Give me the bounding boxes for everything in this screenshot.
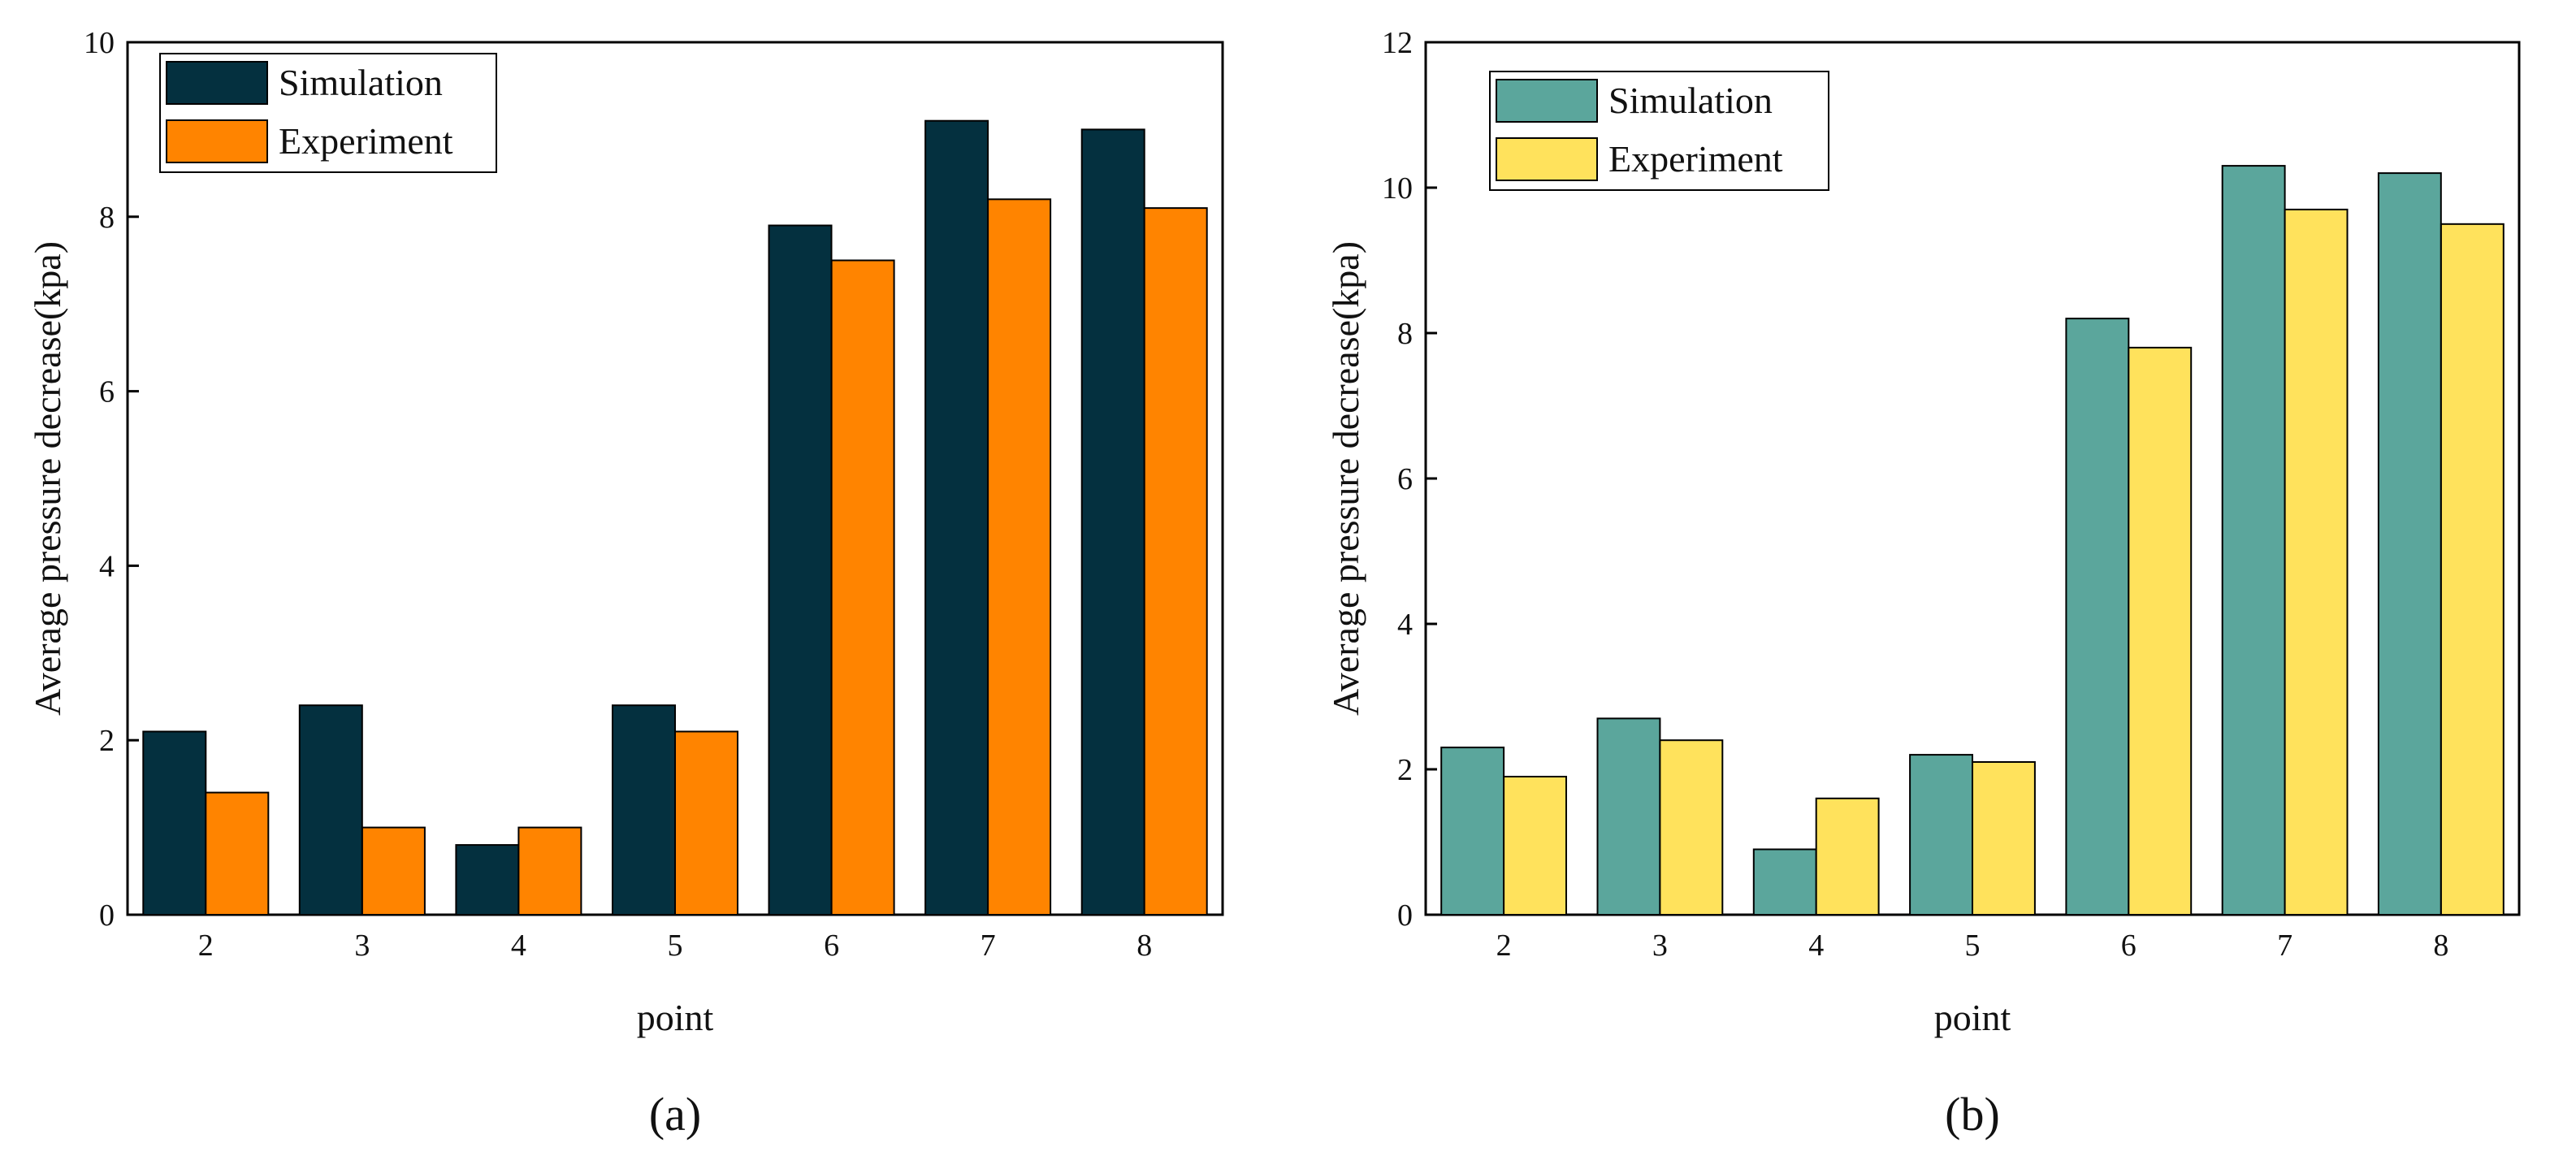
- y-tick-label: 2: [1397, 753, 1413, 787]
- bar-experiment-point-4: [517, 826, 582, 916]
- bar-experiment-point-6: [2128, 346, 2193, 916]
- x-tick-label: 7: [981, 929, 996, 963]
- bar-experiment-point-8: [1143, 207, 1208, 916]
- bar-simulation-point-6: [2065, 318, 2130, 916]
- y-tick-label: 12: [1382, 26, 1413, 60]
- x-tick-label: 3: [1652, 929, 1668, 963]
- y-axis-title: Average pressure decrease(kpa): [27, 241, 68, 716]
- y-axis-title: Average pressure decrease(kpa): [1325, 241, 1366, 716]
- bar-experiment-point-4: [1815, 797, 1880, 916]
- chart-panel-b: 2 3 4 5 6 7 8 0 2 4 6 8 10 12 Simulation Experiment A…: [1325, 26, 2521, 1141]
- bar-simulation-point-5: [1909, 754, 1974, 916]
- x-tick-label: 7: [2277, 929, 2292, 963]
- chart-panel-a: 2 3 4 5 6 7 8 0 2 4 6 8 10 Simulation Experiment Ave…: [27, 26, 1224, 1141]
- y-tick-label: 6: [99, 375, 115, 409]
- bar-simulation-point-3: [1596, 717, 1661, 916]
- x-tick-label: 8: [1136, 929, 1152, 963]
- y-tick-label: 10: [84, 26, 115, 60]
- bar-experiment-point-5: [1972, 761, 2036, 916]
- x-tick-label: 4: [1808, 929, 1824, 963]
- bar-simulation-point-4: [1752, 848, 1817, 916]
- x-axis-title: point: [637, 997, 714, 1038]
- y-tick-label: 4: [99, 549, 115, 583]
- x-tick-label: 5: [668, 929, 683, 963]
- bar-simulation-point-8: [2377, 172, 2442, 916]
- bar-simulation-point-2: [142, 730, 207, 916]
- bar-simulation-point-7: [2221, 165, 2286, 916]
- bar-simulation-point-2: [1440, 747, 1505, 916]
- panel-label: (b): [1945, 1088, 2000, 1141]
- legend-swatch-simulation: [1496, 79, 1598, 123]
- bar-experiment-point-3: [361, 826, 426, 916]
- y-tick-label: 8: [1397, 317, 1413, 351]
- x-tick-label: 5: [1965, 929, 1981, 963]
- bar-experiment-point-2: [205, 791, 270, 916]
- y-tick-label: 0: [1397, 898, 1413, 933]
- bar-simulation-point-3: [298, 704, 363, 916]
- bar-experiment-point-6: [830, 259, 895, 916]
- bar-simulation-point-7: [924, 119, 989, 916]
- legend: Simulation Experiment: [1489, 71, 1829, 191]
- tick-group: 2 3 4 5 6 7 8 0 2 4 6 8 10 12: [1382, 26, 2448, 963]
- bar-experiment-point-8: [2440, 223, 2505, 916]
- x-tick-label: 8: [2433, 929, 2448, 963]
- x-tick-label: 2: [1496, 929, 1512, 963]
- bar-group: [1440, 165, 2505, 916]
- y-tick-label: 6: [1397, 462, 1413, 496]
- y-tick-label: 0: [99, 898, 115, 933]
- y-tick-label: 8: [99, 201, 115, 235]
- x-axis-title: point: [1934, 997, 2011, 1038]
- y-tick-label: 4: [1397, 608, 1413, 642]
- panel-label: (a): [649, 1088, 701, 1141]
- bar-experiment-point-7: [2284, 208, 2349, 916]
- legend-swatch-experiment: [1496, 137, 1598, 181]
- bar-simulation-point-4: [455, 844, 520, 916]
- legend-label-simulation: Simulation: [1608, 80, 1773, 121]
- y-tick-label: 10: [1382, 171, 1413, 206]
- legend-label-simulation: Simulation: [279, 62, 443, 103]
- bar-group: [142, 119, 1208, 916]
- bar-experiment-point-7: [987, 198, 1052, 916]
- legend: Simulation Experiment: [159, 53, 497, 173]
- bar-simulation-point-5: [612, 704, 676, 916]
- bar-experiment-point-3: [1659, 739, 1724, 916]
- x-tick-label: 6: [2121, 929, 2137, 963]
- x-tick-label: 3: [354, 929, 370, 963]
- x-tick-label: 2: [198, 929, 214, 963]
- legend-swatch-simulation: [166, 61, 268, 105]
- legend-label-experiment: Experiment: [279, 120, 453, 162]
- y-tick-label: 2: [99, 724, 115, 758]
- bar-simulation-point-6: [768, 224, 833, 916]
- legend-label-experiment: Experiment: [1608, 138, 1783, 180]
- x-tick-label: 6: [824, 929, 839, 963]
- bar-experiment-point-5: [674, 730, 738, 916]
- bar-experiment-point-2: [1503, 776, 1567, 916]
- legend-swatch-experiment: [166, 119, 268, 163]
- bar-simulation-point-8: [1080, 128, 1145, 916]
- x-tick-label: 4: [511, 929, 526, 963]
